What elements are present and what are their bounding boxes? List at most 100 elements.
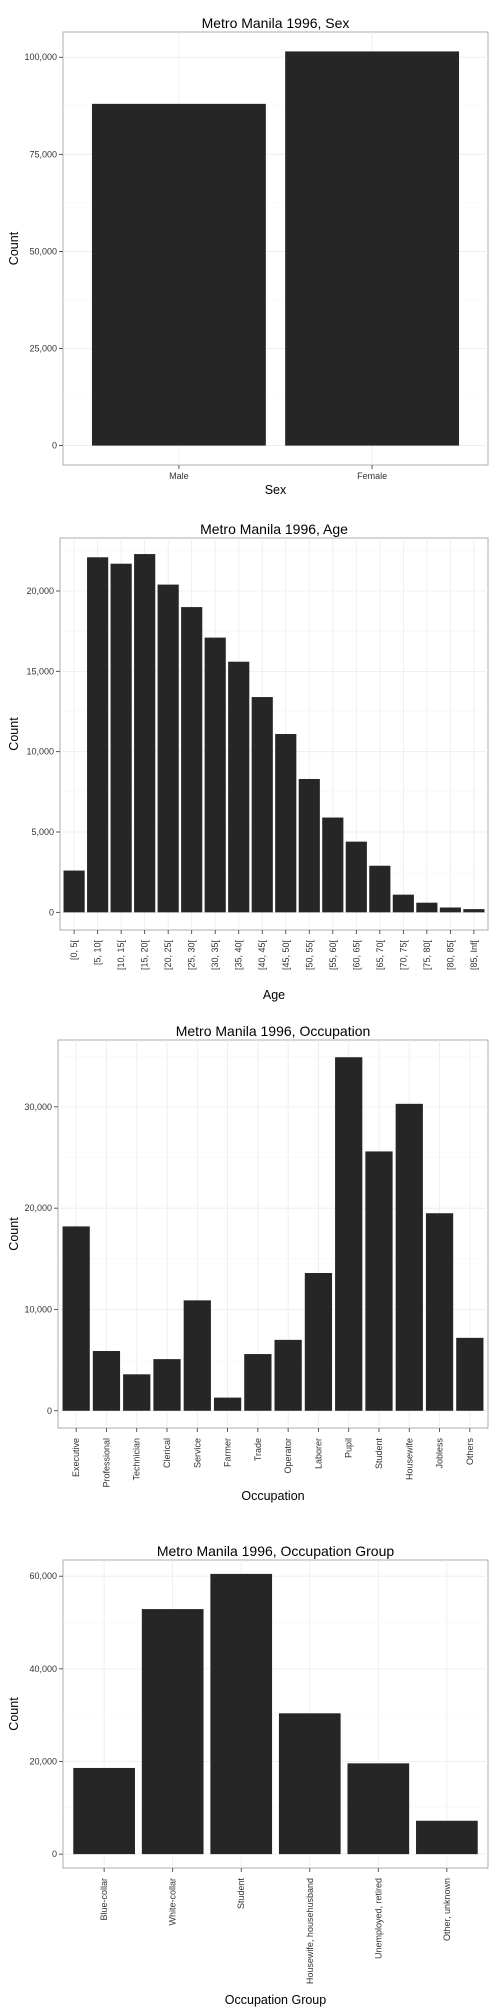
y-tick-label: 60,000 [29, 1571, 57, 1581]
x-axis-title: Sex [265, 483, 287, 497]
y-tick-label: 10,000 [26, 747, 54, 757]
y-tick-label: 20,000 [29, 1756, 57, 1766]
x-tick-label: [35, 40[ [234, 940, 244, 971]
bar-housewife [395, 1103, 423, 1411]
y-tick-label: 0 [47, 1406, 52, 1416]
x-tick-label: Executive [71, 1438, 81, 1477]
chart-title: Metro Manila 1996, Sex [202, 15, 350, 31]
y-tick-label: 0 [49, 907, 54, 917]
y-axis-title: Count [7, 1217, 21, 1251]
y-tick-label: 15,000 [26, 666, 54, 676]
x-tick-label: [50, 55[ [304, 940, 314, 971]
x-axis-title: Occupation Group [225, 1993, 326, 2007]
bar-female [285, 51, 460, 446]
chart-title: Metro Manila 1996, Occupation Group [157, 1543, 395, 1559]
y-tick-label: 10,000 [24, 1304, 52, 1314]
bar-pupil [335, 1057, 363, 1411]
x-tick-label: Other, unknown [442, 1878, 452, 1941]
bar-service [183, 1300, 211, 1411]
bar-farmer [213, 1397, 242, 1411]
x-tick-label: [10, 15[ [116, 940, 126, 971]
y-tick-label: 40,000 [29, 1664, 57, 1674]
bar-45-50 [275, 734, 297, 913]
y-axis-title: Count [7, 1697, 21, 1731]
x-tick-label: [55, 60[ [328, 940, 338, 971]
occupation-group-bar-chart: 0 20,000 40,000 60,000 Blue-collar White-coll… [7, 1543, 489, 2007]
y-tick-label: 0 [52, 441, 57, 451]
bar-30-35 [204, 637, 226, 913]
x-tick-label: Blue-collar [99, 1878, 109, 1921]
y-tick-label: 20,000 [26, 586, 54, 596]
y-tick-label: 100,000 [24, 52, 57, 62]
bar-35-40 [228, 661, 250, 913]
y-tick-label: 25,000 [29, 343, 57, 353]
bar-housewife-househusband [278, 1713, 341, 1855]
x-tick-label: Male [169, 471, 189, 481]
occupation-bar-chart: 0 10,000 20,000 30,000 Executive Professional… [7, 1023, 489, 1503]
age-bar-chart: 0 5,000 10,000 15,000 20,000 [0, 5[ [5, 10[ [10… [7, 521, 489, 1002]
bar-laborer [304, 1273, 333, 1411]
bar-15-20 [134, 554, 156, 913]
x-tick-label: Housewife, househusband [305, 1878, 315, 1984]
bar-male [91, 103, 266, 446]
bar-unemployed-retired [347, 1763, 410, 1855]
bar-executive [62, 1226, 90, 1411]
x-tick-label: Unemployed, retired [373, 1878, 383, 1959]
x-tick-label: [25, 30[ [187, 940, 197, 971]
x-tick-label: Professional [101, 1438, 111, 1488]
y-tick-label: 75,000 [29, 149, 57, 159]
x-tick-label: [15, 20[ [140, 940, 150, 971]
x-tick-label: [5, 10[ [93, 940, 103, 966]
bar-blue-collar [73, 1767, 135, 1855]
x-tick-label: Female [357, 471, 387, 481]
x-tick-label: Service [192, 1438, 202, 1468]
y-axis-title: Count [7, 231, 21, 265]
bar-70-75 [392, 894, 414, 913]
x-tick-label: Farmer [223, 1438, 233, 1467]
bar-jobless [425, 1213, 454, 1411]
bar-professional [92, 1351, 121, 1411]
x-tick-label: [75, 80[ [422, 940, 432, 971]
bar-student [365, 1151, 393, 1411]
sex-bar-chart: 0 25,000 50,000 75,000 100,000 Male Female Metr… [7, 15, 489, 497]
y-tick-label: 5,000 [31, 827, 54, 837]
chart-title: Metro Manila 1996, Occupation [176, 1023, 371, 1039]
x-tick-label: [0, 5[ [69, 940, 79, 961]
x-tick-label: [45, 50[ [281, 940, 291, 971]
x-tick-label: [85, Inf[ [469, 940, 479, 971]
bar-clerical [153, 1359, 181, 1411]
bar-50-55 [298, 778, 320, 913]
x-tick-label: [70, 75[ [398, 940, 408, 971]
bar-25-30 [181, 607, 203, 913]
x-tick-label: [65, 70[ [375, 940, 385, 971]
x-tick-label: Student [374, 1438, 384, 1470]
x-tick-label: Operator [283, 1438, 293, 1474]
x-axis-title: Age [263, 988, 285, 1002]
x-tick-label: Student [236, 1878, 246, 1910]
y-tick-label: 0 [52, 1849, 57, 1859]
y-tick-label: 30,000 [24, 1102, 52, 1112]
plot-panel [57, 1039, 489, 1429]
x-axis-title: Occupation [241, 1489, 304, 1503]
x-tick-label: Housewife [404, 1438, 414, 1480]
x-tick-label: Trade [253, 1438, 263, 1461]
x-tick-label: Others [465, 1438, 475, 1466]
x-tick-label: Technician [132, 1438, 142, 1481]
bar-trade [244, 1354, 272, 1411]
x-tick-label: Laborer [313, 1438, 323, 1469]
x-tick-label: [20, 25[ [163, 940, 173, 971]
bar-55-60 [322, 817, 344, 913]
y-tick-label: 50,000 [29, 246, 57, 256]
x-tick-label: Pupil [344, 1438, 354, 1458]
bar-60-65 [345, 841, 367, 913]
x-tick-label: White-collar [168, 1878, 178, 1926]
bar-technician [123, 1374, 151, 1411]
chart-title: Metro Manila 1996, Age [200, 521, 348, 537]
bar-0-5 [63, 870, 85, 913]
bar-others [456, 1337, 484, 1411]
bar-85-inf [463, 909, 485, 913]
y-axis-title: Count [7, 717, 21, 751]
x-tick-label: [80, 85[ [445, 940, 455, 971]
x-tick-label: [40, 45[ [257, 940, 267, 971]
